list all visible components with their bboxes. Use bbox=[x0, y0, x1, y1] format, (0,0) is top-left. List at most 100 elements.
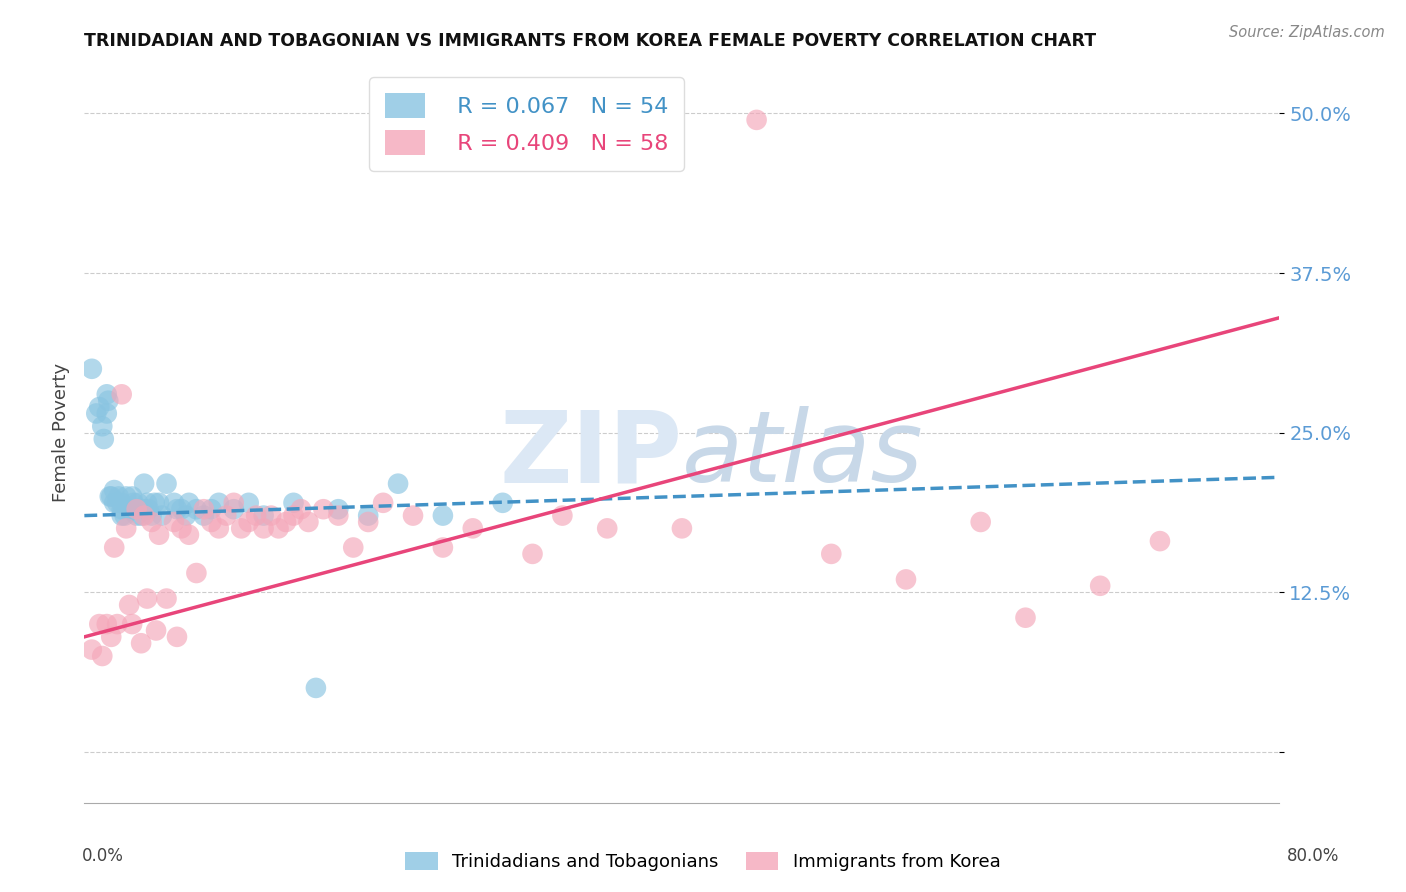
Point bbox=[148, 496, 170, 510]
Point bbox=[122, 496, 145, 510]
Point bbox=[145, 624, 167, 638]
Point bbox=[1149, 534, 1171, 549]
Point bbox=[312, 502, 335, 516]
Point bbox=[136, 591, 159, 606]
Point bbox=[1090, 579, 1112, 593]
Point bbox=[238, 496, 260, 510]
Point bbox=[222, 502, 245, 516]
Point bbox=[129, 636, 152, 650]
Point bbox=[97, 393, 120, 408]
Point bbox=[208, 496, 231, 510]
Point bbox=[671, 521, 693, 535]
Point bbox=[80, 361, 103, 376]
Legend: Trinidadians and Tobagonians, Immigrants from Korea: Trinidadians and Tobagonians, Immigrants… bbox=[398, 845, 1008, 879]
Point bbox=[86, 407, 108, 421]
Point bbox=[136, 496, 159, 510]
Point bbox=[305, 681, 328, 695]
Point bbox=[125, 508, 148, 523]
Point bbox=[127, 496, 149, 510]
Point bbox=[155, 591, 177, 606]
Point bbox=[98, 490, 121, 504]
Point bbox=[328, 508, 350, 523]
Point bbox=[231, 521, 253, 535]
Point bbox=[357, 515, 380, 529]
Text: TRINIDADIAN AND TOBAGONIAN VS IMMIGRANTS FROM KOREA FEMALE POVERTY CORRELATION C: TRINIDADIAN AND TOBAGONIAN VS IMMIGRANTS… bbox=[84, 32, 1097, 50]
Text: ZIP: ZIP bbox=[499, 407, 682, 503]
Point bbox=[125, 502, 148, 516]
Point bbox=[118, 502, 141, 516]
Point bbox=[115, 521, 138, 535]
Point bbox=[193, 502, 215, 516]
Point bbox=[114, 508, 136, 523]
Point bbox=[96, 617, 118, 632]
Point bbox=[297, 515, 319, 529]
Point bbox=[91, 419, 114, 434]
Point bbox=[80, 642, 103, 657]
Point bbox=[894, 573, 917, 587]
Point bbox=[132, 508, 156, 523]
Point bbox=[141, 515, 163, 529]
Point bbox=[93, 432, 115, 446]
Point bbox=[342, 541, 364, 555]
Point bbox=[260, 508, 283, 523]
Point bbox=[432, 508, 454, 523]
Point bbox=[121, 490, 143, 504]
Point bbox=[274, 515, 297, 529]
Point bbox=[596, 521, 619, 535]
Point bbox=[115, 490, 138, 504]
Point bbox=[200, 502, 222, 516]
Point bbox=[89, 617, 111, 632]
Point bbox=[461, 521, 484, 535]
Point bbox=[132, 476, 156, 491]
Point bbox=[166, 630, 188, 644]
Point bbox=[492, 496, 515, 510]
Point bbox=[222, 496, 245, 510]
Point bbox=[387, 476, 409, 491]
Point bbox=[215, 508, 238, 523]
Text: 80.0%: 80.0% bbox=[1286, 847, 1340, 865]
Point bbox=[186, 566, 208, 580]
Point bbox=[177, 496, 200, 510]
Point bbox=[970, 515, 993, 529]
Point bbox=[253, 521, 276, 535]
Point bbox=[138, 502, 160, 516]
Point bbox=[124, 502, 146, 516]
Point bbox=[118, 598, 141, 612]
Point bbox=[432, 541, 454, 555]
Point bbox=[193, 508, 215, 523]
Point bbox=[143, 496, 166, 510]
Point bbox=[111, 387, 134, 401]
Point bbox=[820, 547, 842, 561]
Point bbox=[141, 508, 163, 523]
Point bbox=[208, 521, 231, 535]
Point bbox=[174, 508, 197, 523]
Point bbox=[245, 508, 267, 523]
Point bbox=[166, 502, 188, 516]
Point bbox=[1014, 611, 1036, 625]
Point bbox=[328, 502, 350, 516]
Point bbox=[105, 496, 128, 510]
Point bbox=[522, 547, 544, 561]
Point bbox=[402, 508, 425, 523]
Legend:   R = 0.067   N = 54,   R = 0.409   N = 58: R = 0.067 N = 54, R = 0.409 N = 58 bbox=[370, 78, 683, 170]
Point bbox=[177, 527, 200, 541]
Point bbox=[111, 502, 134, 516]
Point bbox=[283, 496, 305, 510]
Point bbox=[100, 490, 122, 504]
Point bbox=[163, 515, 186, 529]
Point bbox=[745, 112, 768, 127]
Point bbox=[96, 407, 118, 421]
Point bbox=[267, 521, 290, 535]
Point bbox=[238, 515, 260, 529]
Point bbox=[121, 617, 143, 632]
Point bbox=[103, 541, 125, 555]
Point bbox=[253, 508, 276, 523]
Y-axis label: Female Poverty: Female Poverty bbox=[52, 363, 70, 502]
Point bbox=[100, 630, 122, 644]
Text: 0.0%: 0.0% bbox=[82, 847, 124, 865]
Point bbox=[155, 476, 177, 491]
Point bbox=[170, 502, 193, 516]
Point bbox=[551, 508, 574, 523]
Point bbox=[170, 521, 193, 535]
Point bbox=[89, 400, 111, 414]
